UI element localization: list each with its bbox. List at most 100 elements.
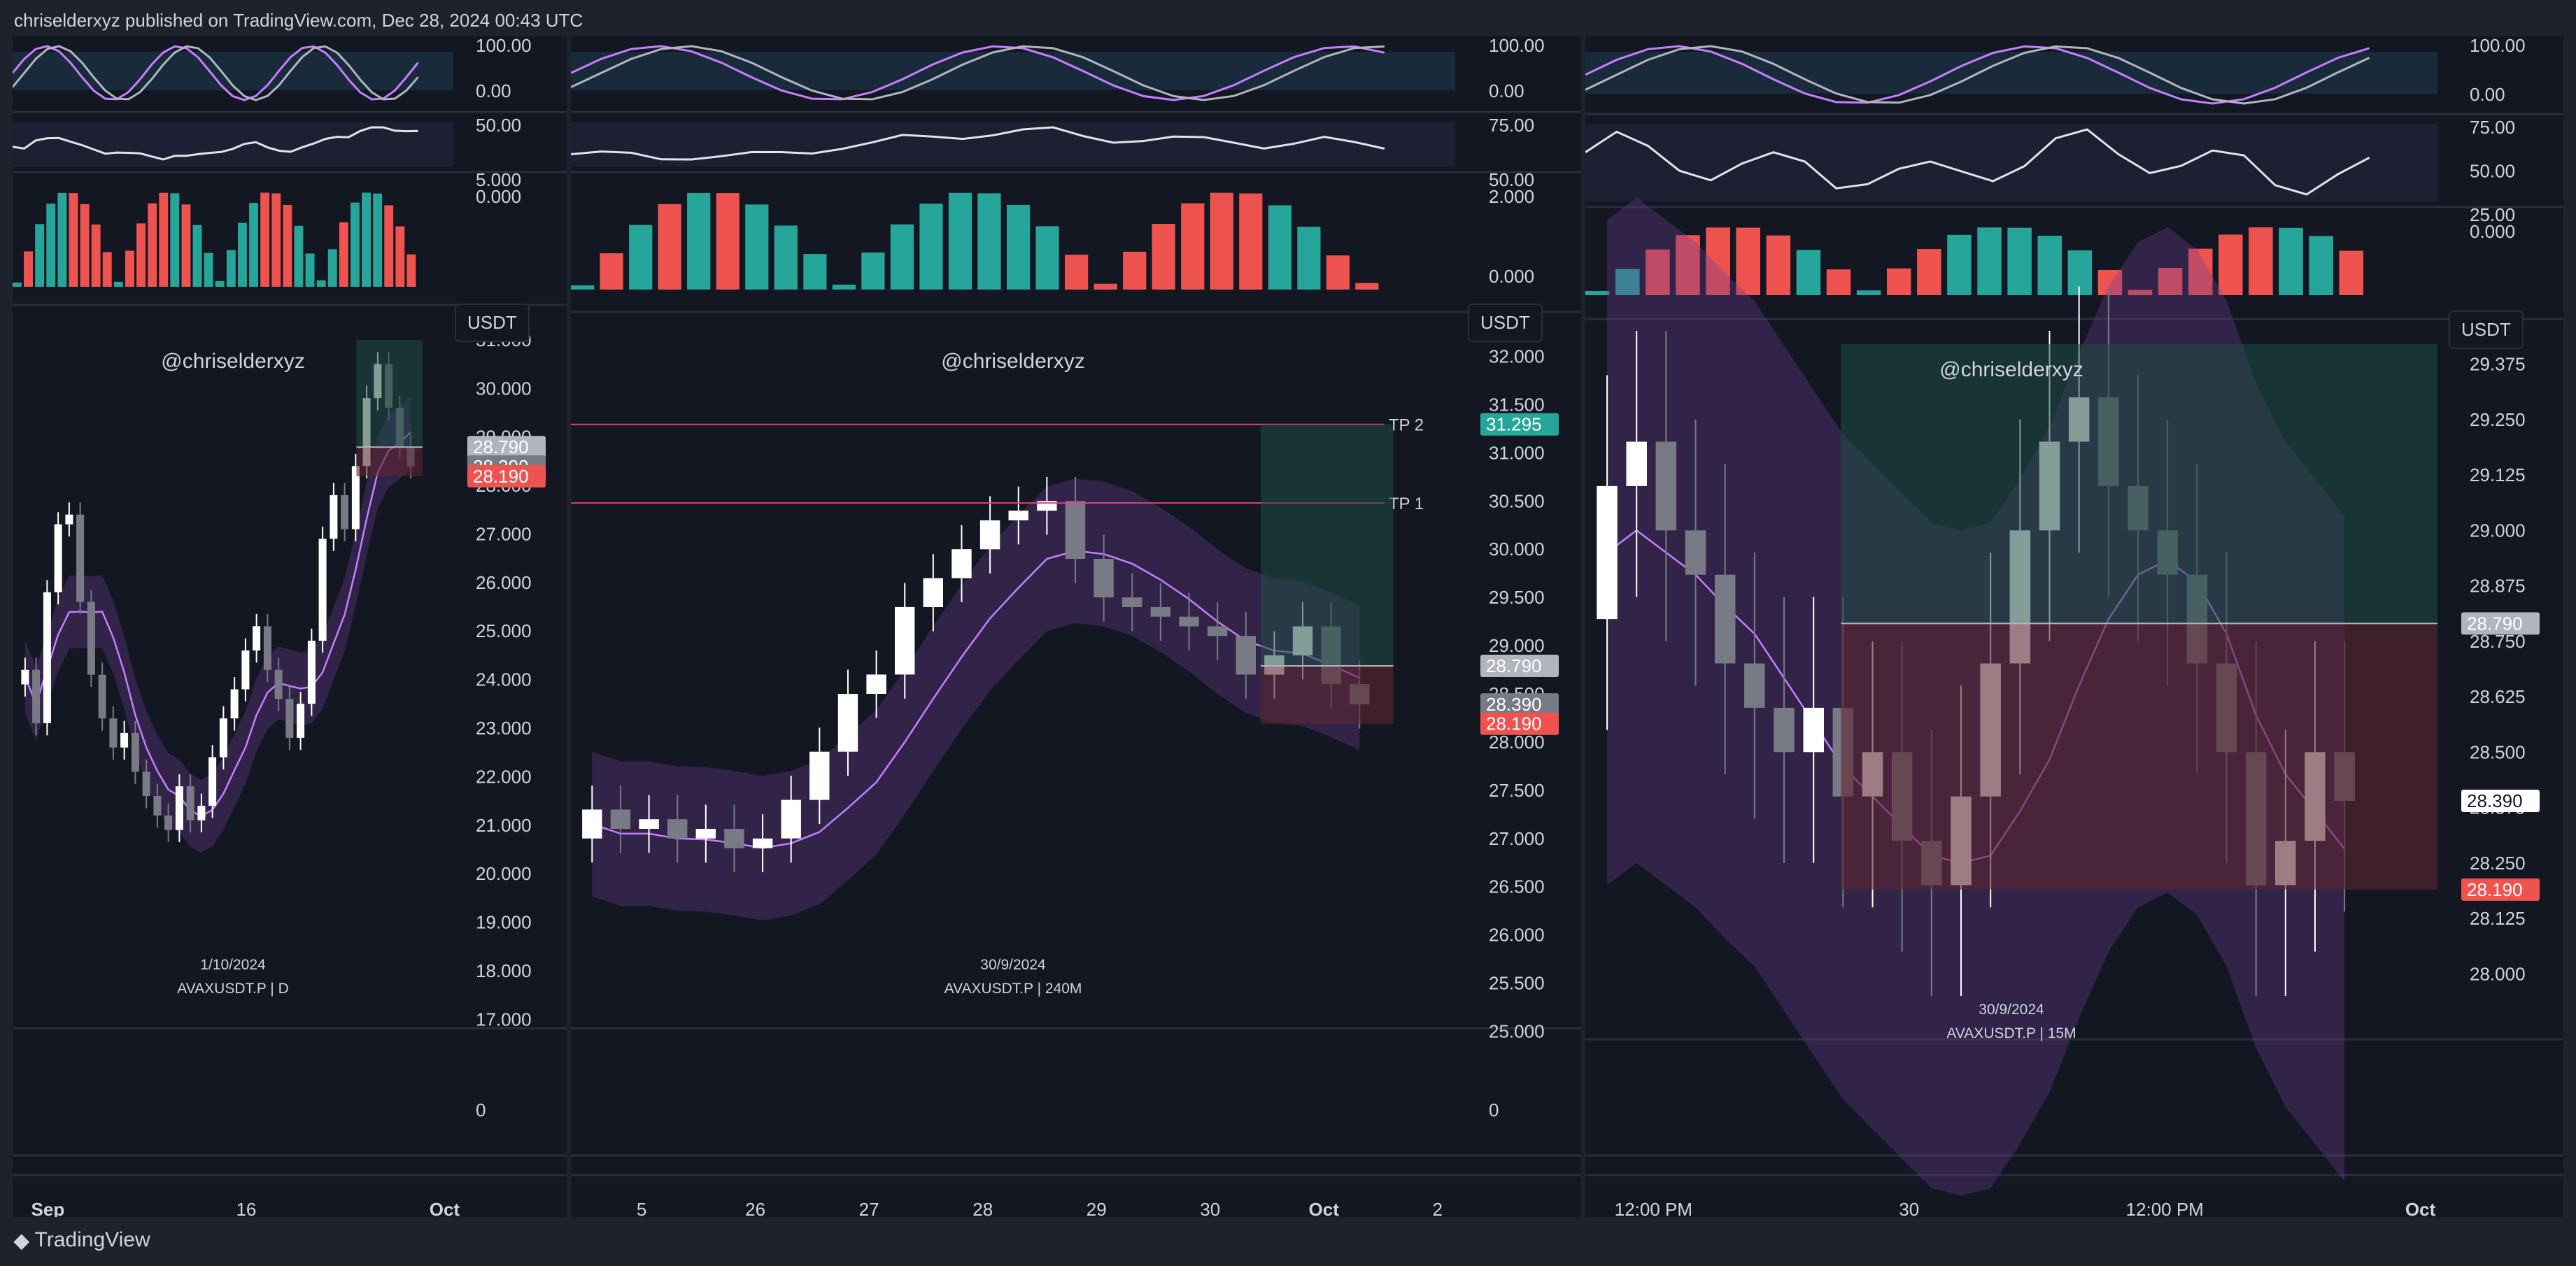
candle-body xyxy=(175,786,183,830)
histogram-bar xyxy=(2339,250,2363,295)
histogram-bar xyxy=(1796,250,1821,295)
candle-body xyxy=(186,786,194,820)
candle-body xyxy=(1236,636,1256,675)
histogram-bar xyxy=(890,224,914,290)
histogram-bar xyxy=(774,225,798,290)
chart-panel-4h[interactable]: 100.00 0.00 75.00 50.00 2.000 0.000 32.000 31.5… xyxy=(570,35,1581,1220)
histogram-bar xyxy=(1736,227,1760,295)
target-zone xyxy=(356,339,423,448)
rsi-band xyxy=(571,122,1455,166)
histogram-bar xyxy=(294,225,304,287)
candle-body xyxy=(341,495,349,529)
histogram-bar xyxy=(1239,193,1263,290)
take-profit-label: TP 1 xyxy=(1389,495,1424,513)
ema-ribbon xyxy=(592,478,1360,920)
stoch-band xyxy=(13,52,453,90)
stoch-tick-label: 100.00 xyxy=(1489,36,1545,56)
histogram-bar xyxy=(170,193,180,287)
histogram-bar xyxy=(80,204,90,287)
candle-body xyxy=(866,674,886,694)
chart-15m[interactable]: 100.00 0.00 75.00 50.00 25.000.000 29.375 29.2… xyxy=(1585,35,2563,1220)
candle-body xyxy=(208,757,217,806)
histogram-bar xyxy=(571,285,595,290)
price-tick-label: 26.000 xyxy=(476,572,532,593)
date-label: 1/10/2024 xyxy=(200,957,266,973)
candle-body xyxy=(979,520,1000,550)
x-tick-label: 2 xyxy=(1432,1199,1442,1217)
currency-selector[interactable]: USDT xyxy=(1468,304,1543,342)
price-tick-label: 23.000 xyxy=(476,718,532,739)
histogram-bar xyxy=(136,223,146,287)
histogram-bar xyxy=(35,224,45,287)
symbol-label: AVAXUSDT.P | 15M xyxy=(1946,1025,2076,1041)
histogram-bar xyxy=(2188,248,2213,295)
histogram-bar xyxy=(2279,227,2303,295)
chart-daily[interactable]: 100.000.0050.005.0000.00031.00030.00029.… xyxy=(11,35,567,1220)
currency-selector[interactable]: USDT xyxy=(2449,311,2524,349)
candle-body xyxy=(1122,597,1142,607)
histogram-bar xyxy=(629,225,653,290)
footer-brand-label: TradingView xyxy=(34,1228,150,1251)
histogram-bar xyxy=(238,222,247,287)
stoch-tick-label: 0.00 xyxy=(2470,84,2505,105)
x-tick-label: Oct xyxy=(1309,1199,1340,1217)
price-tick-label: 29.250 xyxy=(2470,409,2526,430)
rsi-tick-label: 50.00 xyxy=(476,115,521,136)
stoch-tick-label: 100.00 xyxy=(476,36,532,56)
candle-body xyxy=(65,514,73,525)
price-label-text: 28.790 xyxy=(2467,613,2523,634)
candle-body xyxy=(120,732,129,748)
chart-panel-15m[interactable]: 100.00 0.00 75.00 50.00 25.00 0.000 29.375 29.2… xyxy=(1585,35,2563,1220)
candle-body xyxy=(142,771,150,797)
candle-body xyxy=(263,626,271,670)
histogram-bar xyxy=(1706,227,1730,295)
histogram-bar xyxy=(339,222,348,287)
x-tick-label: 16 xyxy=(236,1199,256,1217)
publish-header: chriselderxyz published on TradingView.c… xyxy=(14,10,583,31)
rsi-line xyxy=(12,126,418,161)
chart-4h[interactable]: 100.00 0.00 75.00 50.002.000 0.000 32.000 31.5… xyxy=(570,35,1581,1220)
price-tick-label: 26.000 xyxy=(1489,925,1545,946)
x-tick-label: 30 xyxy=(1200,1199,1220,1217)
histogram-bar xyxy=(1977,227,2002,295)
x-tick-label: 30 xyxy=(1899,1199,1919,1217)
candle-body xyxy=(76,514,85,602)
histogram-bar xyxy=(2097,269,2123,295)
price-tick-label: 29.375 xyxy=(2470,354,2526,375)
candle-body xyxy=(351,466,360,529)
histogram-bar xyxy=(1615,269,1640,295)
price-label-tag xyxy=(1480,655,1559,678)
histogram-bar xyxy=(46,204,56,287)
price-label-text: 28.190 xyxy=(473,466,529,487)
rsi-tick-label: 75.00 xyxy=(1489,115,1534,136)
histogram-bar xyxy=(687,192,711,290)
histogram-bar xyxy=(327,249,337,287)
histogram-bar xyxy=(1676,235,1700,295)
candle-body xyxy=(109,718,118,748)
histogram-bar xyxy=(362,192,371,287)
candle-body xyxy=(1597,485,1618,620)
histogram-bar xyxy=(1766,235,1791,295)
histogram-bar xyxy=(271,193,281,287)
rsi-tick-label: 25.00 xyxy=(2470,204,2515,225)
date-label: 30/9/2024 xyxy=(1979,1002,2044,1018)
candle-body xyxy=(98,674,106,719)
price-tick-label: 28.875 xyxy=(2470,576,2526,597)
footer-brand[interactable]: ◆ TradingView xyxy=(14,1228,150,1252)
histogram-bar xyxy=(305,253,315,287)
rsi-tick-label: 50.00 xyxy=(2470,161,2515,182)
price-tick-label: 31.000 xyxy=(1489,442,1545,463)
histogram-bar xyxy=(1826,269,1851,295)
candle-body xyxy=(43,592,51,723)
candle-body xyxy=(1150,606,1171,617)
price-tick-label: 27.000 xyxy=(1489,828,1545,849)
histogram-bar xyxy=(1181,203,1205,290)
histogram-bar xyxy=(1065,255,1089,290)
histogram-tick-label: 0.000 xyxy=(2470,221,2515,242)
currency-selector[interactable]: USDT xyxy=(455,304,530,342)
candle-body xyxy=(667,819,688,839)
stoch-d-line xyxy=(11,45,419,101)
histogram-bar xyxy=(1152,224,1175,290)
candle-body xyxy=(724,829,744,848)
chart-panel-daily[interactable]: 100.000.0050.005.0000.00031.00030.00029.… xyxy=(11,35,567,1220)
